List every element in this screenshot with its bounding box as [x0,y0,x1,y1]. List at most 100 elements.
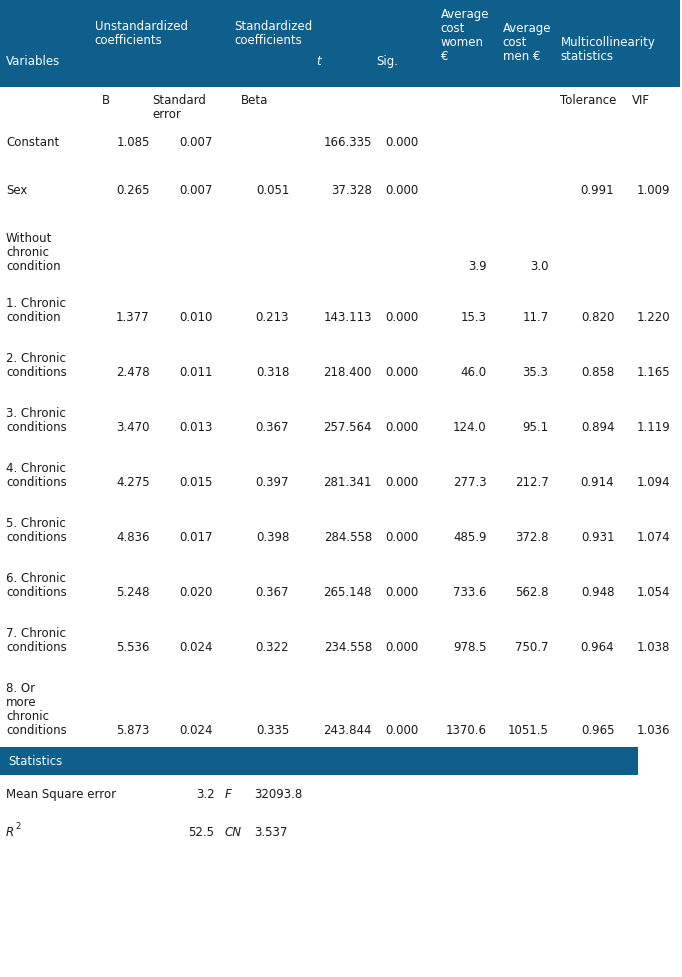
Text: 1.036: 1.036 [637,723,670,737]
Text: F: F [224,787,231,800]
Text: conditions: conditions [6,531,67,543]
Text: women: women [441,36,484,49]
Text: 0.020: 0.020 [179,585,212,598]
Text: 0.213: 0.213 [256,311,289,323]
Text: 15.3: 15.3 [460,311,487,323]
Text: 1.377: 1.377 [116,311,149,323]
Text: Average: Average [503,21,551,35]
Text: 0.335: 0.335 [256,723,289,737]
Bar [0,178,680,226]
Text: 95.1: 95.1 [522,420,548,434]
Bar [0,0,680,88]
Text: 978.5: 978.5 [453,640,487,654]
Text: conditions: conditions [6,723,67,737]
Text: 0.000: 0.000 [385,640,419,654]
Text: 0.322: 0.322 [256,640,289,654]
Text: 3.470: 3.470 [116,420,149,434]
Text: 0.965: 0.965 [581,723,614,737]
Text: Unstandardized: Unstandardized [95,20,188,33]
Text: conditions: conditions [6,420,67,434]
Text: conditions: conditions [6,585,67,598]
Text: 5.536: 5.536 [116,640,149,654]
Text: 4. Chronic: 4. Chronic [6,461,66,475]
Text: 257.564: 257.564 [323,420,372,434]
Text: 3.537: 3.537 [254,826,288,838]
Text: Sig.: Sig. [376,55,398,68]
Text: condition: condition [6,311,61,323]
Bar [0,620,680,675]
Text: 5.873: 5.873 [116,723,149,737]
Text: 0.000: 0.000 [385,136,419,149]
Text: 0.007: 0.007 [179,136,212,149]
Text: Tolerance: Tolerance [561,94,617,106]
Bar [0,401,680,455]
Text: Standardized: Standardized [235,20,312,33]
Text: Beta: Beta [241,94,269,106]
Text: 3.0: 3.0 [530,260,548,273]
Text: chronic: chronic [6,709,49,722]
Text: 0.991: 0.991 [580,184,614,196]
Text: chronic: chronic [6,246,49,259]
Text: Constant: Constant [6,136,59,149]
Text: coefficients: coefficients [235,34,302,47]
Text: t: t [316,55,321,68]
Text: 0.000: 0.000 [385,723,419,737]
Text: 284.558: 284.558 [324,531,372,543]
Bar [0,510,680,566]
Text: Without: Without [6,232,53,245]
Text: conditions: conditions [6,640,67,654]
Text: 1.094: 1.094 [636,476,670,488]
Bar [0,747,638,775]
Text: 1.220: 1.220 [636,311,670,323]
Text: 0.000: 0.000 [385,476,419,488]
Text: 1.085: 1.085 [116,136,149,149]
Text: 5. Chronic: 5. Chronic [6,517,65,530]
Text: 0.007: 0.007 [179,184,212,196]
Text: 2. Chronic: 2. Chronic [6,352,66,364]
Text: conditions: conditions [6,365,67,379]
Text: 46.0: 46.0 [460,365,487,379]
Text: 218.400: 218.400 [323,365,372,379]
Bar [0,455,680,510]
Text: 0.051: 0.051 [256,184,289,196]
Text: 1.119: 1.119 [636,420,670,434]
Text: 0.398: 0.398 [256,531,289,543]
Text: 277.3: 277.3 [453,476,487,488]
Bar [0,291,680,346]
Text: 265.148: 265.148 [323,585,372,598]
Text: 35.3: 35.3 [522,365,548,379]
Text: 0.948: 0.948 [581,585,614,598]
Text: 1.009: 1.009 [637,184,670,196]
Bar [0,675,680,747]
Text: 485.9: 485.9 [453,531,487,543]
Text: 0.820: 0.820 [581,311,614,323]
Text: 4.275: 4.275 [116,476,149,488]
Text: Statistics: Statistics [8,754,62,767]
Text: 0.013: 0.013 [179,420,212,434]
Text: men €: men € [503,50,540,63]
Text: Standard: Standard [153,94,207,106]
Text: 7. Chronic: 7. Chronic [6,626,66,639]
Text: VIF: VIF [632,94,650,106]
Text: 124.0: 124.0 [453,420,487,434]
Text: 0.010: 0.010 [179,311,212,323]
Text: 1. Chronic: 1. Chronic [6,297,66,310]
Text: 212.7: 212.7 [515,476,548,488]
Text: 0.367: 0.367 [256,420,289,434]
Text: 2: 2 [15,821,20,830]
Text: Sex: Sex [6,184,27,196]
Text: 0.011: 0.011 [179,365,212,379]
Text: 1.054: 1.054 [637,585,670,598]
Text: 166.335: 166.335 [323,136,372,149]
Text: statistics: statistics [561,50,613,63]
Text: coefficients: coefficients [95,34,162,47]
Text: 1051.5: 1051.5 [507,723,548,737]
Text: 0.015: 0.015 [179,476,212,488]
Text: 0.000: 0.000 [385,420,419,434]
Text: R: R [6,826,14,838]
Text: 0.265: 0.265 [116,184,149,196]
Text: 52.5: 52.5 [188,826,214,838]
Text: 750.7: 750.7 [515,640,548,654]
Text: error: error [153,107,181,121]
Text: Average: Average [441,8,489,21]
